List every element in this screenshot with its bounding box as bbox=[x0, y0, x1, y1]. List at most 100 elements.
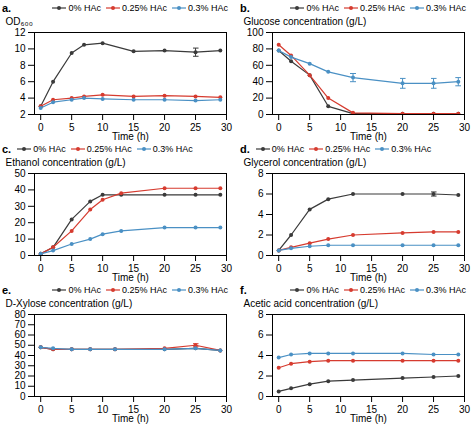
svg-text:40: 40 bbox=[14, 184, 26, 195]
svg-text:6: 6 bbox=[258, 188, 264, 199]
svg-text:10: 10 bbox=[335, 263, 347, 274]
svg-text:20: 20 bbox=[397, 404, 409, 415]
svg-text:25: 25 bbox=[190, 122, 202, 133]
svg-text:D-Xylose concentration (g/L): D-Xylose concentration (g/L) bbox=[6, 298, 133, 309]
svg-text:10: 10 bbox=[14, 380, 26, 391]
svg-text:12: 12 bbox=[14, 27, 26, 38]
svg-text:20: 20 bbox=[159, 263, 171, 274]
svg-text:30: 30 bbox=[221, 122, 233, 133]
html-text:0.25% HAc: 0.25% HAc bbox=[121, 2, 167, 13]
svg-text:0: 0 bbox=[20, 391, 26, 402]
svg-text:6: 6 bbox=[20, 76, 26, 87]
svg-text:30: 30 bbox=[14, 360, 26, 371]
svg-text:10: 10 bbox=[97, 404, 109, 415]
svg-text:40: 40 bbox=[14, 350, 26, 361]
svg-text:5: 5 bbox=[69, 122, 75, 133]
svg-text:8: 8 bbox=[20, 60, 26, 71]
svg-text:20: 20 bbox=[14, 217, 26, 228]
svg-text:80: 80 bbox=[252, 43, 264, 54]
svg-text:25: 25 bbox=[190, 263, 202, 274]
svg-text:10: 10 bbox=[335, 122, 347, 133]
svg-text:25: 25 bbox=[428, 263, 440, 274]
svg-text:25: 25 bbox=[428, 404, 440, 415]
svg-text:30: 30 bbox=[221, 404, 233, 415]
svg-text:0: 0 bbox=[38, 404, 44, 415]
html-text:0.25% HAc: 0.25% HAc bbox=[86, 143, 132, 154]
svg-text:Ethanol concentration (g/L): Ethanol concentration (g/L) bbox=[6, 157, 126, 168]
svg-text:15: 15 bbox=[128, 121, 140, 133]
svg-text:0: 0 bbox=[258, 250, 264, 261]
svg-text:4: 4 bbox=[258, 209, 264, 220]
html-text:0.25% HAc: 0.25% HAc bbox=[359, 2, 405, 13]
svg-text:0: 0 bbox=[258, 109, 264, 120]
svg-text:20: 20 bbox=[397, 263, 409, 274]
svg-text:6: 6 bbox=[258, 329, 264, 340]
svg-text:0: 0 bbox=[258, 391, 264, 402]
svg-text:15: 15 bbox=[128, 403, 140, 415]
svg-text:50: 50 bbox=[14, 339, 26, 350]
svg-text:Time (h): Time (h) bbox=[350, 131, 387, 142]
svg-text:60: 60 bbox=[14, 329, 26, 340]
svg-text:OD₆₀₀: OD₆₀₀ bbox=[6, 16, 33, 27]
svg-text:20: 20 bbox=[159, 122, 171, 133]
svg-text:20: 20 bbox=[397, 122, 409, 133]
svg-text:2: 2 bbox=[258, 229, 264, 240]
svg-text:2: 2 bbox=[20, 109, 26, 120]
svg-text:10: 10 bbox=[97, 263, 109, 274]
svg-text:0: 0 bbox=[276, 263, 282, 274]
svg-text:4: 4 bbox=[258, 350, 264, 361]
html-text:0.3% HAc: 0.3% HAc bbox=[426, 2, 466, 13]
svg-text:Glycerol concentration (g/L): Glycerol concentration (g/L) bbox=[244, 157, 367, 168]
svg-text:0: 0 bbox=[276, 404, 282, 415]
svg-text:10: 10 bbox=[14, 43, 26, 54]
html-text:0% HAc: 0% HAc bbox=[68, 2, 101, 13]
svg-text:0: 0 bbox=[276, 122, 282, 133]
svg-text:10: 10 bbox=[14, 233, 26, 244]
svg-text:5: 5 bbox=[307, 404, 313, 415]
svg-text:0: 0 bbox=[38, 263, 44, 274]
svg-text:15: 15 bbox=[366, 121, 378, 133]
svg-text:20: 20 bbox=[159, 404, 171, 415]
svg-text:Time (h): Time (h) bbox=[112, 131, 149, 142]
svg-text:5: 5 bbox=[69, 263, 75, 274]
svg-text:Time (h): Time (h) bbox=[112, 413, 149, 424]
svg-text:30: 30 bbox=[459, 122, 471, 133]
svg-text:70: 70 bbox=[14, 319, 26, 330]
svg-text:0: 0 bbox=[20, 250, 26, 261]
svg-text:2: 2 bbox=[258, 370, 264, 381]
svg-text:5: 5 bbox=[69, 404, 75, 415]
svg-text:10: 10 bbox=[335, 404, 347, 415]
svg-text:0: 0 bbox=[38, 122, 44, 133]
svg-text:10: 10 bbox=[97, 122, 109, 133]
svg-text:20: 20 bbox=[252, 92, 264, 103]
svg-text:Time (h): Time (h) bbox=[112, 272, 149, 283]
svg-text:4: 4 bbox=[20, 92, 26, 103]
svg-text:8: 8 bbox=[258, 309, 264, 320]
svg-text:15: 15 bbox=[366, 403, 378, 415]
svg-text:60: 60 bbox=[252, 60, 264, 71]
html-text:0.3% HAc: 0.3% HAc bbox=[188, 2, 228, 13]
svg-text:15: 15 bbox=[366, 262, 378, 274]
svg-text:5: 5 bbox=[307, 263, 313, 274]
svg-text:30: 30 bbox=[14, 201, 26, 212]
svg-text:30: 30 bbox=[459, 263, 471, 274]
svg-text:20: 20 bbox=[14, 370, 26, 381]
svg-text:30: 30 bbox=[459, 404, 471, 415]
svg-text:5: 5 bbox=[307, 122, 313, 133]
svg-text:30: 30 bbox=[221, 263, 233, 274]
svg-text:15: 15 bbox=[128, 262, 140, 274]
html-text:0% HAc: 0% HAc bbox=[33, 143, 66, 154]
svg-text:Time (h): Time (h) bbox=[350, 413, 387, 424]
svg-text:40: 40 bbox=[252, 76, 264, 87]
svg-text:Glucose concentration (g/L): Glucose concentration (g/L) bbox=[244, 16, 367, 27]
svg-text:50: 50 bbox=[14, 168, 26, 179]
svg-text:80: 80 bbox=[14, 309, 26, 320]
html-text:0% HAc: 0% HAc bbox=[306, 2, 339, 13]
svg-text:25: 25 bbox=[428, 122, 440, 133]
svg-text:Acetic acid concentration (g/L: Acetic acid concentration (g/L) bbox=[244, 298, 379, 309]
html-text:0.3% HAc: 0.3% HAc bbox=[152, 143, 193, 154]
svg-text:Time (h): Time (h) bbox=[350, 272, 387, 283]
svg-text:25: 25 bbox=[190, 404, 202, 415]
svg-text:100: 100 bbox=[247, 27, 264, 38]
svg-text:8: 8 bbox=[258, 168, 264, 179]
